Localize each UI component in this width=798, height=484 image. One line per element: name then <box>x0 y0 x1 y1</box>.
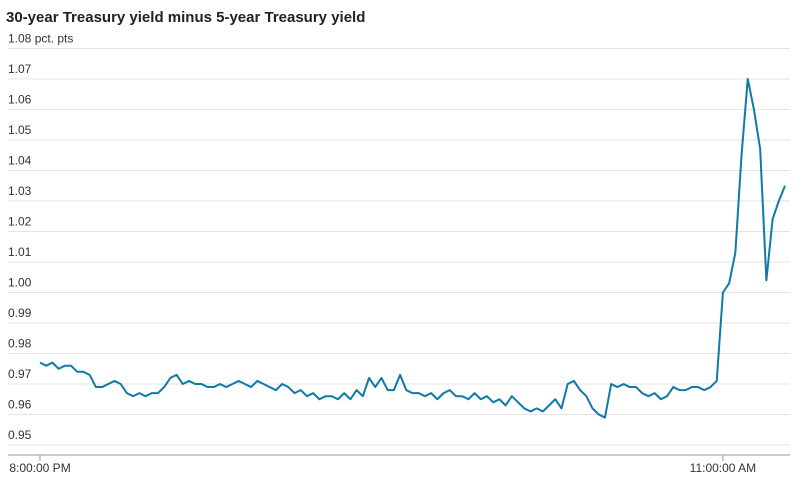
x-tick-label: 8:00:00 PM <box>9 461 70 475</box>
y-tick-label: 1.02 <box>8 215 32 229</box>
y-tick-label: 1.06 <box>8 93 32 107</box>
data-line <box>39 78 786 419</box>
y-tick-label: 1.00 <box>8 276 32 290</box>
chart-title: 30-year Treasury yield minus 5-year Trea… <box>6 9 365 26</box>
x-tick-label: 11:00:00 AM <box>690 461 757 475</box>
y-tick-label: 1.08 pct. pts <box>8 32 73 46</box>
y-tick-label: 0.95 <box>8 428 32 442</box>
y-tick-label: 1.07 <box>8 62 32 76</box>
y-tick-label: 0.96 <box>8 398 32 412</box>
y-tick-label: 0.98 <box>8 337 32 351</box>
y-tick-label: 1.03 <box>8 184 32 198</box>
y-tick-label: 0.99 <box>8 306 32 320</box>
y-tick-label: 0.97 <box>8 367 32 381</box>
y-tick-label: 1.04 <box>8 154 32 168</box>
y-tick-label: 1.01 <box>8 245 32 259</box>
y-tick-label: 1.05 <box>8 123 32 137</box>
